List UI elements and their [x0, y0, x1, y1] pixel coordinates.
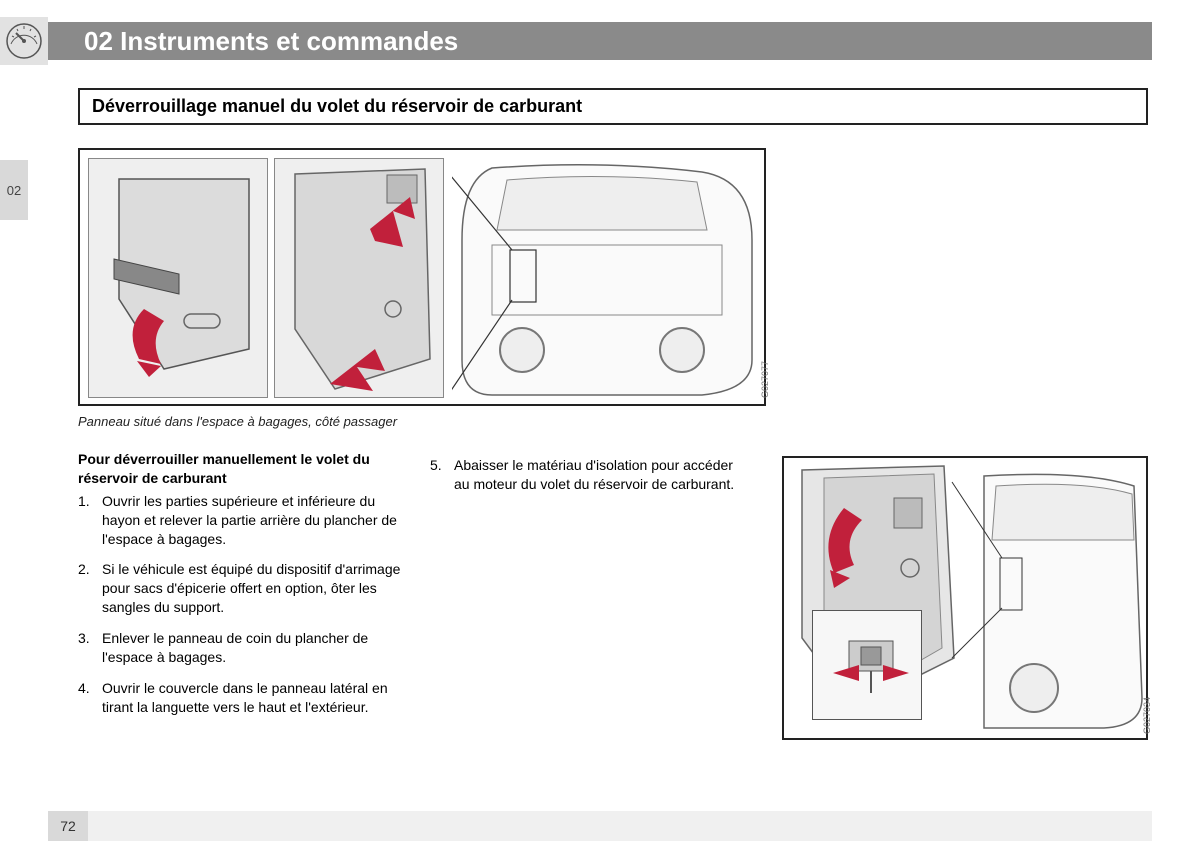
illus-panel-2 [274, 158, 444, 398]
instructions-column-2: Abaisser le matériau d'isolation pour ac… [430, 456, 750, 506]
instructions-subhead: Pour déverrouiller manuellement le volet… [78, 450, 408, 488]
motor-detail-svg [813, 611, 923, 721]
arrow-icon [883, 665, 909, 681]
arrow-icon [833, 665, 859, 681]
section-title: Déverrouillage manuel du volet du réserv… [78, 88, 1148, 125]
page-number: 72 [48, 811, 88, 841]
illustration-ref: G027077 [760, 361, 770, 398]
chapter-title: 02 Instruments et commandes [48, 26, 458, 57]
gauge-icon [5, 22, 43, 60]
step-item: Abaisser le matériau d'isolation pour ac… [430, 456, 750, 494]
illustration-ref: G027034 [1142, 697, 1152, 734]
step-item: Enlever le panneau de coin du plancher d… [78, 629, 408, 667]
right-illustration: G027034 [782, 456, 1148, 740]
footer-bar [88, 811, 1152, 841]
chapter-gauge-icon [0, 17, 48, 65]
step-item: Ouvrir les parties supérieure et inférie… [78, 492, 408, 549]
car-rear-svg [452, 150, 762, 406]
illustration-caption: Panneau situé dans l'espace à bagages, c… [78, 414, 397, 429]
side-cover-svg [275, 159, 445, 399]
chapter-side-tab: 02 [0, 160, 28, 220]
step-item: Si le véhicule est équipé du dispositif … [78, 560, 408, 617]
step-item: Ouvrir le couvercle dans le panneau laté… [78, 679, 408, 717]
chapter-header: 02 Instruments et commandes [48, 22, 1152, 60]
detail-inset [812, 610, 922, 720]
illus-panel-1 [88, 158, 268, 398]
main-illustration: G027077 [78, 148, 766, 406]
steps-list: Ouvrir les parties supérieure et inférie… [78, 492, 408, 717]
floor-panel-svg [89, 159, 269, 399]
instructions-column-1: Pour déverrouiller manuellement le volet… [78, 450, 408, 729]
